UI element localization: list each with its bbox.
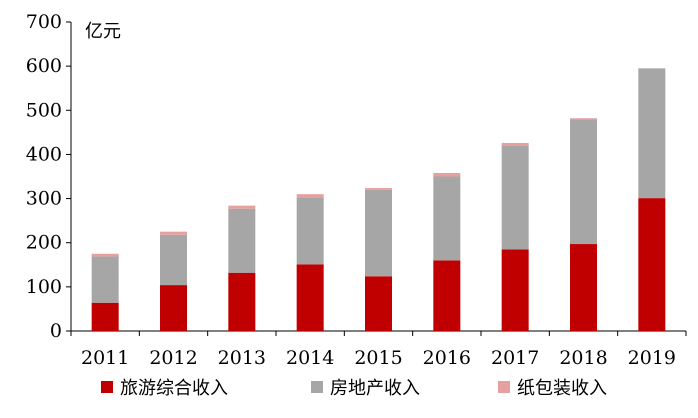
bar-segment-2014-s0 (296, 264, 324, 331)
legend-label-2: 纸包装收入 (517, 378, 607, 399)
x-tick-label: 2015 (354, 347, 402, 369)
bar-segment-2011-s0 (91, 302, 119, 331)
bar-segment-2012-s1 (160, 234, 187, 286)
y-unit-label: 亿元 (85, 21, 121, 42)
y-tick-label: 400 (26, 143, 62, 165)
bar-segment-2013-s0 (228, 272, 256, 331)
bar-segment-2011-s2 (91, 253, 119, 257)
bar-segment-2018-s2 (570, 118, 597, 120)
x-tick-label: 2013 (218, 347, 266, 369)
labels: 0 100 200 300 400 500 600 700 2011 2012 2013 2014 20… (26, 11, 676, 369)
bars (91, 68, 666, 331)
bar-segment-2015-s1 (365, 189, 392, 277)
bar-segment-2015-s0 (365, 276, 392, 331)
legend-label-1: 房地产收入 (330, 378, 420, 399)
legend-swatch-1 (311, 381, 323, 393)
bar-segment-2012-s0 (160, 285, 187, 331)
bar-segment-2013-s1 (228, 208, 256, 273)
bar-segment-2017-s1 (501, 145, 529, 250)
bar-segment-2015-s2 (365, 187, 392, 190)
bar-segment-2016-s0 (433, 260, 461, 331)
legend-label-0: 旅游综合收入 (120, 378, 228, 399)
bar-segment-2017-s2 (501, 142, 529, 146)
bar-segment-2019-s1 (638, 68, 666, 199)
bar-segment-2016-s1 (433, 176, 461, 261)
bar-segment-2016-s2 (433, 172, 461, 177)
x-tick-label: 2014 (286, 347, 334, 369)
y-tick-label: 0 (50, 320, 62, 342)
bar-segment-2011-s1 (91, 256, 119, 303)
x-tick-label: 2011 (81, 347, 129, 369)
x-tick-label: 2019 (628, 347, 676, 369)
legend: 旅游综合收入 房地产收入 纸包装收入 (101, 378, 607, 399)
y-tick-label: 600 (26, 55, 62, 77)
legend-swatch-2 (498, 381, 510, 393)
y-tick-label: 300 (26, 188, 62, 210)
bar-segment-2018-s0 (570, 244, 597, 331)
y-tick-label: 500 (26, 99, 62, 121)
legend-swatch-0 (101, 381, 113, 393)
x-tick-label: 2017 (491, 347, 539, 369)
y-tick-label: 100 (26, 276, 62, 298)
bar-segment-2018-s1 (570, 119, 597, 245)
bar-segment-2017-s0 (501, 249, 529, 331)
y-tick-label: 200 (26, 232, 62, 254)
bar-segment-2014-s2 (296, 194, 324, 198)
bar-segment-2019-s0 (638, 198, 666, 331)
x-tick-label: 2018 (559, 347, 607, 369)
x-tick-label: 2012 (149, 347, 197, 369)
x-tick-label: 2016 (423, 347, 471, 369)
y-tick-label: 700 (26, 11, 62, 33)
bar-segment-2014-s1 (296, 197, 324, 265)
bar-segment-2013-s2 (228, 205, 256, 209)
bar-segment-2012-s2 (160, 231, 187, 235)
